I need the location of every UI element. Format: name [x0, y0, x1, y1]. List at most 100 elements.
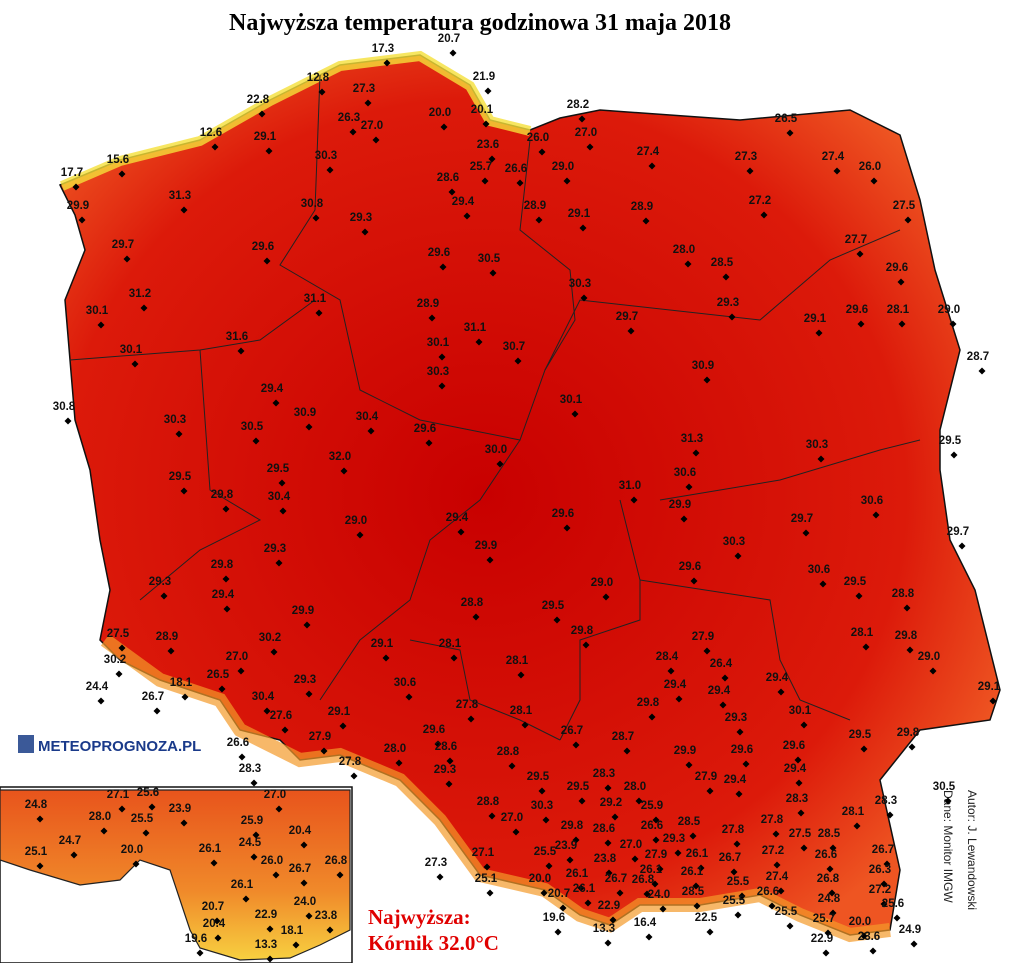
station-temperature: 29.3: [350, 212, 372, 224]
station-temperature: 22.9: [255, 909, 277, 921]
station-temperature: 26.6: [641, 820, 663, 832]
station-marker: [772, 830, 780, 838]
station-marker: [467, 715, 475, 723]
station-marker: [605, 869, 613, 877]
station-marker: [869, 947, 877, 955]
title: Najwyższa temperatura godzinowa 31 maja …: [229, 10, 731, 36]
station-temperature: 28.3: [875, 795, 897, 807]
station-marker: [604, 839, 612, 847]
station-marker: [367, 427, 375, 435]
station-marker: [349, 128, 357, 136]
station-temperature: 27.9: [645, 849, 667, 861]
station-marker: [651, 880, 659, 888]
station-temperature: 15.6: [107, 154, 129, 166]
station-temperature: 30.3: [315, 150, 337, 162]
station-marker: [648, 162, 656, 170]
station-marker: [439, 263, 447, 271]
station-temperature: 29.3: [264, 543, 286, 555]
station-marker: [642, 217, 650, 225]
station-marker: [488, 812, 496, 820]
station-marker: [802, 529, 810, 537]
station-marker: [535, 216, 543, 224]
station-marker: [853, 822, 861, 830]
station-temperature: 26.6: [505, 163, 527, 175]
station-marker: [635, 797, 643, 805]
station-marker: [800, 844, 808, 852]
station-temperature: 31.3: [169, 190, 191, 202]
station-marker: [496, 460, 504, 468]
station-marker: [950, 451, 958, 459]
highlight-label: Najwyższa:: [368, 905, 471, 929]
station-marker: [266, 955, 274, 963]
station-temperature: 29.2: [600, 797, 622, 809]
station-marker: [604, 784, 612, 792]
station-marker: [860, 932, 868, 940]
station-temperature: 29.9: [292, 605, 314, 617]
station-marker: [786, 922, 794, 930]
station-temperature: 29.6: [552, 508, 574, 520]
station-marker: [829, 909, 837, 917]
station-temperature: 28.9: [524, 200, 546, 212]
station-marker: [733, 840, 741, 848]
station-temperature: 29.6: [846, 304, 868, 316]
station-temperature: 23.9: [555, 840, 577, 852]
station-temperature: 27.8: [761, 814, 784, 826]
station-temperature: 30.5: [241, 421, 264, 433]
station-temperature: 29.0: [345, 515, 367, 527]
station-marker: [211, 143, 219, 151]
station-marker: [559, 904, 567, 912]
station-marker: [645, 933, 653, 941]
station-marker: [738, 892, 746, 900]
station-marker: [721, 674, 729, 682]
station-marker: [572, 836, 580, 844]
station-marker: [405, 693, 413, 701]
station-marker: [604, 939, 612, 947]
station-marker: [746, 167, 754, 175]
station-marker: [580, 294, 588, 302]
station-marker: [305, 423, 313, 431]
station-temperature: 28.0: [673, 244, 695, 256]
station-marker: [97, 697, 105, 705]
station-temperature: 26.7: [289, 863, 311, 875]
station-marker: [383, 59, 391, 67]
station-temperature: 29.9: [669, 499, 691, 511]
station-temperature: 30.1: [120, 344, 143, 356]
station-marker: [735, 790, 743, 798]
station-marker: [64, 417, 72, 425]
station-temperature: 23.9: [169, 803, 191, 815]
station-marker: [279, 507, 287, 515]
station-marker: [578, 797, 586, 805]
station-marker: [270, 648, 278, 656]
station-marker: [582, 641, 590, 649]
station-temperature: 22.9: [598, 900, 620, 912]
station-temperature: 29.3: [663, 833, 685, 845]
station-marker: [795, 779, 803, 787]
station-temperature: 27.8: [722, 824, 745, 836]
station-marker: [142, 829, 150, 837]
station-temperature: 27.1: [472, 847, 495, 859]
station-marker: [545, 862, 553, 870]
station-marker: [659, 905, 667, 913]
station-marker: [706, 787, 714, 795]
station-temperature: 25.5: [723, 895, 746, 907]
station-temperature: 24.0: [648, 889, 670, 901]
station-marker: [828, 889, 836, 897]
station-temperature: 25.5: [534, 846, 557, 858]
station-temperature: 27.1: [107, 789, 130, 801]
station-marker: [692, 882, 700, 890]
station-marker: [484, 87, 492, 95]
station-temperature: 28.1: [851, 627, 874, 639]
station-temperature: 29.3: [294, 674, 316, 686]
station-temperature: 28.5: [682, 886, 705, 898]
station-temperature: 24.8: [818, 893, 841, 905]
station-temperature: 28.2: [567, 99, 589, 111]
station-temperature: 24.4: [86, 681, 109, 693]
station-marker: [886, 811, 894, 819]
station-marker: [36, 862, 44, 870]
station-temperature: 31.1: [304, 293, 327, 305]
station-marker: [584, 899, 592, 907]
station-temperature: 20.4: [203, 918, 226, 930]
station-marker: [364, 99, 372, 107]
station-marker: [448, 188, 456, 196]
station-temperature: 26.6: [227, 737, 249, 749]
